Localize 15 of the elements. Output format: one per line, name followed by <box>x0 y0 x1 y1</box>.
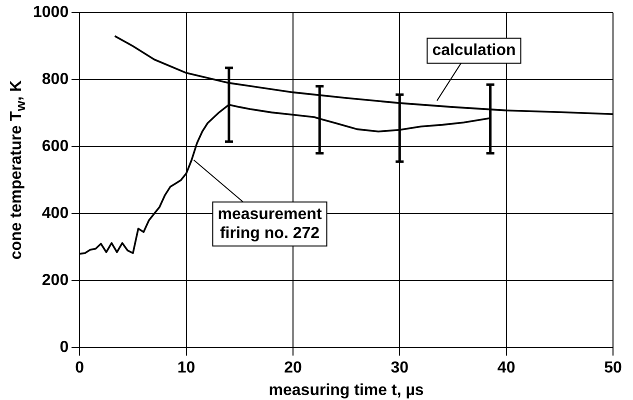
annotation: measurement firing no. 272 <box>218 206 322 242</box>
y-tick-label: 0 <box>60 339 69 356</box>
x-tick-label: 50 <box>604 360 622 377</box>
x-tick-label: 0 <box>75 360 84 377</box>
y-tick-label: 800 <box>42 71 69 88</box>
x-tick-label: 30 <box>390 360 409 377</box>
y-tick-label: 1000 <box>33 4 69 22</box>
x-axis-title: measuring time t, µs <box>268 382 424 399</box>
y-tick-label: 600 <box>42 138 69 156</box>
y-tick-label: 200 <box>42 272 69 290</box>
x-tick-label: 20 <box>284 360 302 377</box>
annotation: calculation <box>432 42 516 60</box>
x-tick-label: 10 <box>177 360 196 377</box>
x-tick-label: 40 <box>497 360 516 377</box>
y-tick-label: 400 <box>42 205 69 222</box>
